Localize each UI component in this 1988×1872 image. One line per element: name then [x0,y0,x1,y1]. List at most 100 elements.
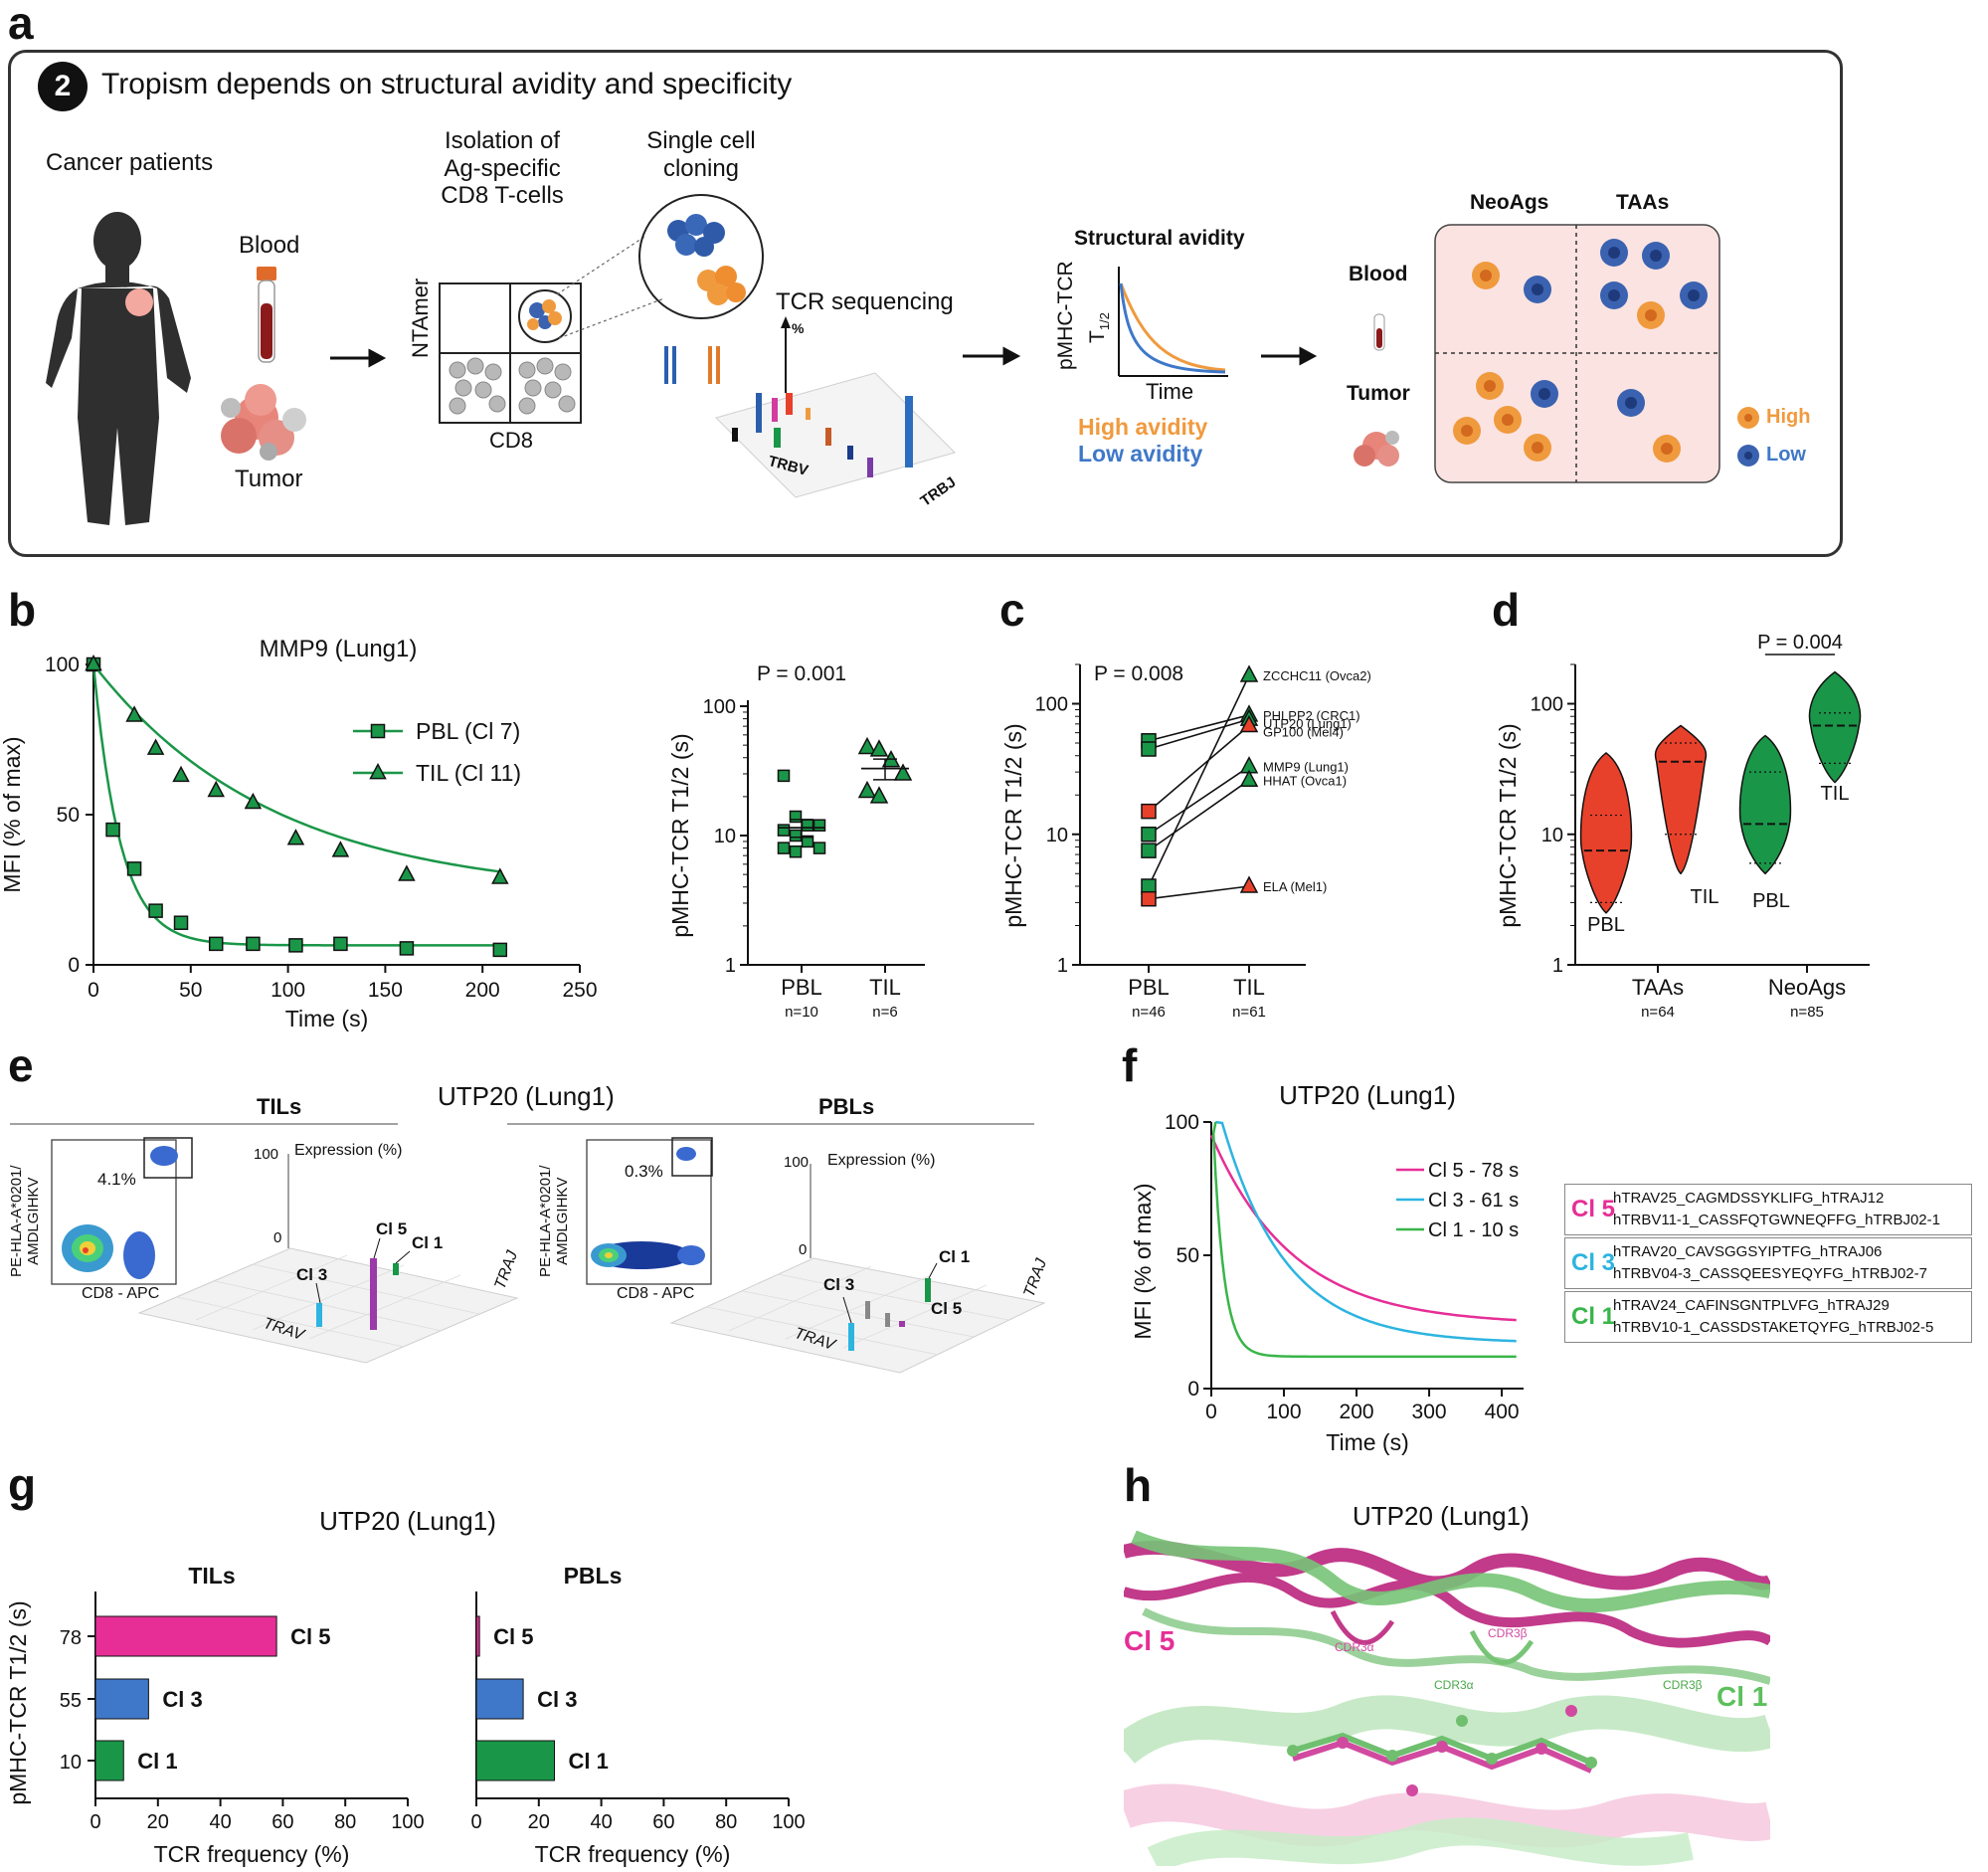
til-data-point [869,786,889,804]
blood-tube-icon [257,267,276,363]
clone-sequence-box-cl1: Cl 1 hTRAV24_CAFINSGNTPLVFG_hTRAJ29 hTRB… [1564,1291,1972,1343]
til-data-point [1239,769,1259,788]
avidity-curve-plot [1118,267,1228,377]
x-tick-label: 300 [1412,1401,1447,1423]
frequency-bar [475,1678,524,1720]
facs-gate-diagram [439,194,764,424]
til-cl3-label: Cl 3 [296,1265,328,1284]
low-avidity-label: Low avidity [1078,441,1203,467]
pbl-data-point [492,942,508,958]
x-tick-label: 200 [465,979,500,1002]
til-data-point [85,654,102,671]
chart-title: MMP9 (Lung1) [260,636,418,662]
pbl-z-0: 0 [799,1241,808,1258]
schematic-graphics [46,194,1759,525]
high-legend-label: High [1766,406,1811,428]
violin-label: PBL [1587,914,1625,936]
til-data-point [869,739,889,757]
legend-marker-til [369,762,387,780]
til-flow-x-label: CD8 - APC [82,1285,160,1302]
x-tick-label: NeoAgs [1768,975,1846,1000]
n-label: n=61 [1232,1004,1266,1021]
tumor-label: Tumor [235,466,303,492]
blood-row-label: Blood [1349,263,1408,285]
til-cl1-label: Cl 1 [412,1233,444,1252]
seq-alpha: hTRAV20_CAVSGGSYIPTFG_hTRAJ06 [1613,1243,1883,1260]
violin-shape [1579,752,1633,914]
til-data-point [244,792,263,810]
neoags-header: NeoAgs [1470,191,1549,214]
clone-cells-icon [667,214,746,305]
violin-shape [1808,670,1862,784]
n-label: n=85 [1790,1004,1824,1021]
x-tick-label: 60 [271,1811,293,1833]
pbl-data-point [789,844,803,858]
til-z-100: 100 [254,1146,279,1163]
seq-clone-id: Cl 5 [1571,1196,1616,1222]
panel-letter-e: e [8,1039,34,1091]
y-tick-label: 100 [1035,694,1068,716]
high-avidity-label: High avidity [1078,414,1208,440]
patient-silhouette-icon [46,212,191,525]
tcr-receptor-icon [664,346,720,384]
legend-marker-pbl [370,723,386,739]
cdr3b-green-label: CDR3β [1663,1678,1703,1692]
tumor-row-label: Tumor [1347,382,1410,405]
seq-clone-id: Cl 1 [1571,1303,1616,1330]
clone-label: Cl 1 [137,1749,177,1774]
y-tick-label: 78 [60,1627,82,1649]
y-tick-label: 1 [725,955,736,977]
flow-arrow-icon [330,346,1318,368]
y-tick-label: 55 [60,1690,82,1712]
violin-shape [1738,734,1792,875]
y-tick-label: 10 [714,826,736,847]
clone-label: Cl 5 [493,1624,533,1649]
x-tick-label: 80 [715,1811,737,1833]
y-tick-label: 50 [57,804,80,827]
frequency-bar [475,1615,480,1657]
chart-title: UTP20 (Lung1) [1279,1080,1456,1110]
pbl-flow-plot [507,1123,756,1285]
pbl-data-point [801,835,814,848]
antigen-label: PHLPP2 (CRC1) [1263,708,1360,723]
pbl-data-point [399,941,415,956]
antigen-label: HHAT (Ovca1) [1263,773,1347,788]
y-tick-label: 50 [1176,1244,1199,1267]
til-data-point [857,736,877,755]
tumor-on-patient-icon [125,288,153,316]
percent-label: % [792,320,805,336]
til-data-point [331,841,350,857]
til-data-point [491,867,509,884]
pair-line [1148,885,1250,900]
panel-letter-g: g [8,1459,37,1511]
x-tick-label: 40 [209,1811,231,1833]
pbl-gate-percent: 0.3% [625,1162,663,1181]
panel-letter-f: f [1122,1039,1138,1091]
til-data-point [207,780,225,798]
pair-line [1148,714,1250,742]
single-cell-cloning-label: Single cell cloning [646,127,756,182]
pbl-data-point [1141,827,1157,842]
antigen-label: MMP9 (Lung1) [1263,760,1349,775]
decay-curve [1211,1121,1517,1359]
cdr3a-pink-label: CDR3α [1335,1640,1374,1654]
y-axis-label: pMHC-TCR T1/2 (s) [1495,723,1521,927]
x-tick-label: 100 [772,1811,805,1833]
clone-label: Cl 1 [569,1749,609,1774]
pbl-expression-label: Expression (%) [827,1152,936,1169]
antigen-label: UTP20 (Lung1) [1263,716,1352,731]
pbl-cl5-label: Cl 5 [931,1299,963,1318]
seq-alpha: hTRAV24_CAFINSGNTPLVFG_hTRAJ29 [1613,1297,1890,1314]
x-tick-label: 0 [88,979,99,1002]
x-tick-label: 200 [1340,1401,1374,1423]
til-cl5-label: Cl 5 [376,1219,408,1238]
pbl-flow-x-label: CD8 - APC [617,1285,695,1302]
schematic-title: Tropism depends on structural avidity an… [101,68,793,100]
bar-chart-subtitle: TILs [188,1563,235,1589]
small-tumor-icon [1354,431,1399,467]
legend-label: Cl 3 - 61 s [1428,1190,1519,1212]
x-tick-label: 150 [368,979,403,1002]
panel-letter-h: h [1124,1459,1153,1511]
small-blood-tube-icon [1373,313,1385,351]
